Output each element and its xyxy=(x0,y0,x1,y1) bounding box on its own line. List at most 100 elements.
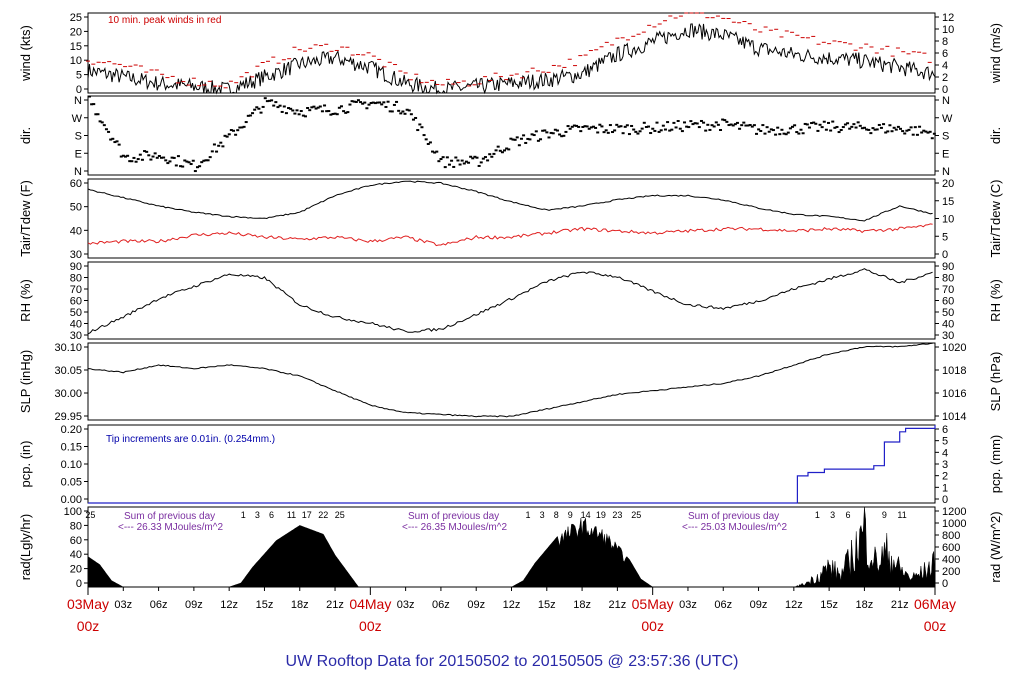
direction-point xyxy=(483,156,487,159)
x-tick-label: 03z xyxy=(397,599,415,611)
y-tick-label-left: 40 xyxy=(70,225,82,237)
y-tick-label-left: W xyxy=(72,113,83,125)
y-tick-label-right: N xyxy=(942,95,950,107)
direction-point xyxy=(371,101,375,104)
y-tick-label-right: 8 xyxy=(942,36,948,48)
direction-point xyxy=(558,133,562,136)
y-tick-label-right: 4 xyxy=(942,60,948,72)
y-tick-label-left: 100 xyxy=(64,506,82,518)
solar-hour-label: 23 xyxy=(612,510,622,520)
direction-point xyxy=(733,123,737,126)
y-tick-label-right: 1016 xyxy=(942,388,966,400)
direction-point xyxy=(784,133,788,136)
direction-point xyxy=(236,129,240,132)
direction-point xyxy=(511,138,515,141)
direction-point xyxy=(123,155,127,158)
solar-note-label: Sum of previous day xyxy=(688,511,779,522)
solar-hour-label: 6 xyxy=(269,510,274,520)
direction-point xyxy=(386,100,390,103)
x-tick-label: 18z xyxy=(291,599,309,611)
solar-hour-label: 1 xyxy=(815,510,820,520)
direction-point xyxy=(352,100,356,103)
y-tick-label-right: 0 xyxy=(942,494,948,506)
direction-point xyxy=(774,133,778,136)
solar-note-label: Sum of previous day xyxy=(124,511,215,522)
direction-point xyxy=(414,116,418,119)
direction-point xyxy=(255,106,259,109)
direction-point xyxy=(492,152,496,155)
x-tick-label: 21z xyxy=(891,599,909,611)
direction-point xyxy=(200,161,204,164)
direction-point xyxy=(589,126,593,129)
direction-point xyxy=(346,111,350,114)
direction-point xyxy=(507,148,511,151)
direction-point xyxy=(702,121,706,124)
solar-hour-label: 9 xyxy=(568,510,573,520)
direction-point xyxy=(373,102,377,105)
direction-point xyxy=(191,159,195,162)
direction-point xyxy=(858,124,862,127)
direction-point xyxy=(575,124,579,127)
direction-point xyxy=(723,119,727,122)
direction-point xyxy=(363,101,367,104)
direction-point xyxy=(678,127,682,130)
y-tick-label-left: 10 xyxy=(70,55,82,67)
y-tick-label-left: 0.15 xyxy=(61,442,82,454)
direction-point xyxy=(392,103,396,106)
direction-point xyxy=(149,158,153,161)
direction-point xyxy=(329,113,333,116)
direction-point xyxy=(100,121,104,124)
direction-point xyxy=(479,161,483,164)
y-axis-label-right: rad (W/m^2) xyxy=(988,511,1003,582)
direction-point xyxy=(532,134,536,137)
direction-point xyxy=(109,138,113,141)
direction-point xyxy=(699,119,703,122)
direction-point xyxy=(725,120,729,123)
direction-point xyxy=(918,125,922,128)
direction-point xyxy=(306,107,310,110)
direction-point xyxy=(905,129,909,132)
direction-point xyxy=(437,160,441,163)
direction-point xyxy=(865,128,869,131)
direction-point xyxy=(899,127,903,130)
direction-point xyxy=(212,143,216,146)
x-major-label: 03May xyxy=(67,596,109,612)
direction-point xyxy=(805,123,809,126)
direction-point xyxy=(339,105,343,108)
direction-point xyxy=(238,126,242,129)
x-tick-label: 06z xyxy=(714,599,732,611)
direction-point xyxy=(282,105,286,108)
x-tick-label: 15z xyxy=(538,599,556,611)
x-major-sublabel: 00z xyxy=(641,618,664,634)
direction-point xyxy=(475,156,479,159)
direction-point xyxy=(458,163,462,166)
direction-point xyxy=(253,108,257,111)
direction-point xyxy=(390,110,394,113)
direction-point xyxy=(924,130,928,133)
direction-point xyxy=(206,159,210,162)
direction-point xyxy=(731,124,735,127)
x-tick-label: 12z xyxy=(785,599,803,611)
direction-point xyxy=(831,120,835,123)
direction-point xyxy=(270,99,274,102)
solar-hour-label: 9 xyxy=(882,510,887,520)
direction-point xyxy=(780,128,784,131)
direction-point xyxy=(644,126,648,129)
direction-point xyxy=(344,111,348,114)
direction-point xyxy=(852,123,856,126)
direction-point xyxy=(894,128,898,131)
direction-point xyxy=(113,141,117,144)
direction-point xyxy=(299,110,303,113)
direction-point xyxy=(354,100,358,103)
direction-point xyxy=(94,113,98,116)
direction-point xyxy=(729,123,733,126)
y-tick-label-left: S xyxy=(75,131,82,143)
x-tick-label: 06z xyxy=(150,599,168,611)
y-tick-label-left: 0.05 xyxy=(61,477,82,489)
direction-point xyxy=(179,165,183,168)
x-axis: 03May 00z 03z 06z 09z 12z 15z 18z 21z 04May 00z 03z… xyxy=(67,587,956,634)
direction-point xyxy=(490,155,494,158)
direction-point xyxy=(621,132,625,135)
panel-pressure: 29.95 30.00 30.05 30.10 1014 1016 1018 1020 SLP … xyxy=(18,342,1003,423)
